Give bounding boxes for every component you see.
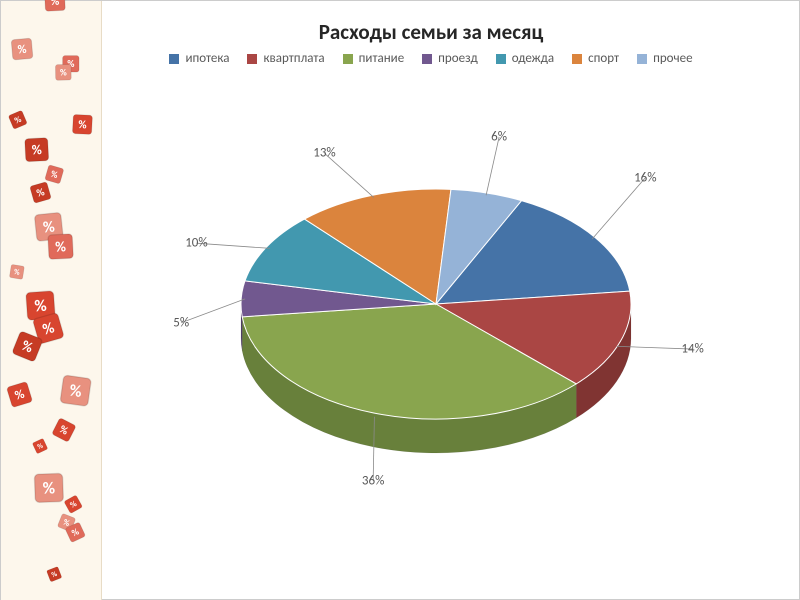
percent-cube-icon: % bbox=[70, 112, 94, 136]
slice-percent-label: 14% bbox=[681, 342, 703, 357]
percent-cube-icon: % bbox=[49, 415, 78, 444]
pie-chart: 16% 14% 36% 5% 10% 13% 6% bbox=[161, 129, 701, 529]
legend-label: проезд bbox=[438, 51, 478, 66]
svg-text:%: % bbox=[78, 118, 88, 132]
legend-item: проезд bbox=[422, 51, 478, 66]
legend: ипотека квартплата питание проезд одежда спор… bbox=[121, 51, 741, 66]
percent-cube-icon: % bbox=[45, 231, 76, 262]
legend-item: ипотека bbox=[169, 51, 229, 66]
slice-percent-label: 13% bbox=[313, 146, 335, 161]
percent-cube-icon: % bbox=[3, 379, 34, 410]
chart-panel: Расходы семьи за месяц ипотека квартплата… bbox=[121, 9, 741, 539]
slice-percent-label: 36% bbox=[362, 473, 384, 488]
percent-cube-icon: % bbox=[45, 565, 64, 584]
legend-label: квартплата bbox=[263, 51, 324, 66]
percent-cube-icon: % bbox=[57, 372, 95, 410]
percent-cube-icon: % bbox=[54, 63, 73, 82]
svg-text:%: % bbox=[31, 141, 42, 159]
slice-percent-label: 5% bbox=[173, 315, 189, 330]
legend-swatch bbox=[496, 54, 506, 64]
svg-text:%: % bbox=[42, 478, 55, 499]
svg-text:%: % bbox=[60, 67, 67, 79]
legend-label: ипотека bbox=[185, 51, 229, 66]
percent-cube-icon: % bbox=[6, 108, 29, 131]
percent-cube-icon: % bbox=[9, 36, 35, 62]
legend-item: прочее bbox=[637, 51, 692, 66]
percent-cube-icon: % bbox=[31, 471, 66, 506]
legend-swatch bbox=[422, 54, 432, 64]
legend-item: одежда bbox=[496, 51, 554, 66]
legend-item: питание bbox=[343, 51, 405, 66]
legend-swatch bbox=[572, 54, 582, 64]
slice-percent-label: 6% bbox=[491, 130, 507, 145]
legend-label: прочее bbox=[653, 51, 692, 66]
legend-swatch bbox=[247, 54, 257, 64]
chart-title: Расходы семьи за месяц bbox=[121, 9, 741, 45]
legend-swatch bbox=[169, 54, 179, 64]
decorative-sidebar: %%%%%%%%%%%%%%%%%%%%%%%% bbox=[1, 1, 102, 600]
slice-percent-label: 10% bbox=[185, 236, 207, 251]
legend-swatch bbox=[343, 54, 353, 64]
legend-item: спорт bbox=[572, 51, 619, 66]
legend-label: спорт bbox=[588, 51, 619, 66]
legend-label: одежда bbox=[512, 51, 554, 66]
percent-cube-icon: % bbox=[43, 0, 68, 14]
percent-cube-icon: % bbox=[31, 436, 50, 455]
percent-cube-icon: % bbox=[7, 263, 25, 281]
percent-cube-icon: % bbox=[22, 135, 51, 164]
legend-label: питание bbox=[359, 51, 405, 66]
legend-item: квартплата bbox=[247, 51, 324, 66]
legend-swatch bbox=[637, 54, 647, 64]
svg-text:%: % bbox=[55, 237, 67, 256]
svg-text:%: % bbox=[50, 0, 60, 10]
slice-percent-label: 16% bbox=[634, 170, 656, 185]
